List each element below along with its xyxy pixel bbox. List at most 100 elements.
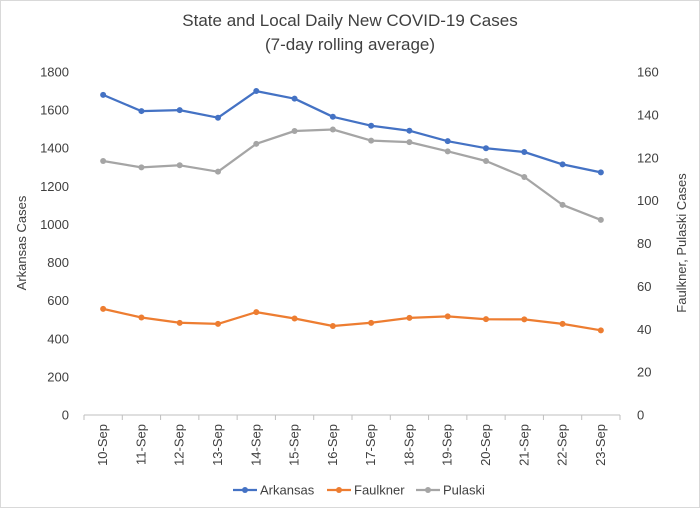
x-tick-label: 17-Sep	[363, 424, 378, 466]
data-point-arkansas	[559, 161, 566, 168]
y-left-tick-label: 0	[62, 408, 69, 423]
series-pulaski	[100, 126, 604, 223]
legend-label-arkansas: Arkansas	[260, 483, 315, 498]
y-axis-right-ticks: 0 20 40 60 80 100 120 140 160	[637, 65, 659, 423]
chart-title: State and Local Daily New COVID-19 Cases	[182, 11, 517, 30]
x-tick-label: 23-Sep	[593, 424, 608, 466]
data-point-pulaski	[176, 162, 183, 169]
data-point-faulkner	[176, 319, 183, 326]
x-tick-label: 20-Sep	[478, 424, 493, 466]
data-point-arkansas	[521, 149, 528, 156]
data-point-pulaski	[100, 157, 107, 164]
data-point-arkansas	[215, 114, 221, 121]
y-axis-left-label: Arkansas Cases	[14, 195, 29, 290]
data-point-faulkner	[559, 320, 566, 327]
y-right-tick-label: 100	[637, 193, 659, 208]
data-point-faulkner	[368, 319, 375, 326]
y-axis-right-label: Faulkner, Pulaski Cases	[674, 173, 689, 313]
data-point-arkansas	[138, 108, 145, 115]
legend-marker-arkansas	[242, 487, 248, 493]
y-right-tick-label: 120	[637, 150, 659, 165]
data-point-arkansas	[329, 113, 336, 120]
y-left-tick-label: 1400	[40, 141, 69, 156]
data-point-arkansas	[176, 107, 183, 114]
x-tick-label: 21-Sep	[516, 424, 531, 466]
data-point-faulkner	[253, 309, 260, 316]
data-point-arkansas	[483, 145, 489, 152]
data-point-faulkner	[406, 314, 413, 321]
data-point-pulaski	[483, 157, 489, 164]
x-axis-ticks: 10-Sep 11-Sep 12-Sep 13-Sep 14-Sep 15-Sep 16-S…	[83, 415, 621, 466]
data-point-arkansas	[368, 122, 375, 129]
x-tick-label: 18-Sep	[401, 424, 416, 466]
data-point-pulaski	[597, 216, 604, 223]
x-tick-label: 12-Sep	[172, 424, 187, 466]
series-line-faulkner	[102, 307, 602, 332]
data-point-pulaski	[253, 140, 260, 147]
data-point-arkansas	[406, 127, 413, 134]
legend-label-pulaski: Pulaski	[443, 483, 485, 498]
x-tick-label: 13-Sep	[210, 424, 225, 466]
data-point-faulkner	[521, 316, 528, 323]
series-line-pulaski	[102, 128, 602, 221]
series-faulkner	[100, 305, 604, 334]
data-point-pulaski	[559, 201, 566, 208]
data-point-arkansas	[444, 138, 451, 145]
y-left-tick-label: 800	[47, 255, 69, 270]
series-layer	[100, 88, 604, 334]
legend-item-pulaski: Pulaski	[416, 483, 485, 498]
y-right-tick-label: 160	[637, 65, 659, 80]
y-right-tick-label: 20	[637, 365, 651, 380]
y-left-tick-label: 1200	[40, 179, 69, 194]
data-point-arkansas	[253, 88, 260, 95]
legend-marker-faulkner	[336, 487, 342, 493]
x-tick-label: 10-Sep	[95, 424, 110, 466]
data-point-faulkner	[215, 320, 221, 327]
data-point-arkansas	[100, 91, 107, 98]
data-point-faulkner	[597, 327, 604, 334]
legend-label-faulkner: Faulkner	[354, 483, 405, 498]
x-tick-label: 16-Sep	[325, 424, 340, 466]
data-point-faulkner	[444, 313, 451, 320]
x-tick-label: 14-Sep	[248, 424, 263, 466]
legend-marker-pulaski	[425, 487, 431, 493]
x-tick-label: 19-Sep	[440, 424, 455, 466]
legend-item-arkansas: Arkansas	[233, 483, 315, 498]
y-left-tick-label: 1600	[40, 103, 69, 118]
y-left-tick-label: 400	[47, 331, 69, 346]
data-point-pulaski	[291, 127, 298, 134]
data-point-faulkner	[329, 323, 336, 330]
y-right-tick-label: 80	[637, 236, 651, 251]
y-right-tick-label: 0	[637, 408, 644, 423]
data-point-faulkner	[291, 315, 298, 322]
y-right-tick-label: 40	[637, 322, 651, 337]
x-tick-label: 15-Sep	[287, 424, 302, 466]
y-right-tick-label: 140	[637, 107, 659, 122]
series-line-arkansas	[102, 89, 602, 174]
data-point-pulaski	[368, 137, 375, 144]
data-point-pulaski	[444, 148, 451, 155]
y-left-tick-label: 600	[47, 293, 69, 308]
legend: Arkansas Faulkner Pulaski	[233, 483, 485, 498]
y-left-tick-label: 1000	[40, 217, 69, 232]
y-right-tick-label: 60	[637, 279, 651, 294]
legend-item-faulkner: Faulkner	[327, 483, 405, 498]
y-left-tick-label: 200	[47, 369, 69, 384]
data-point-faulkner	[483, 316, 489, 323]
y-left-tick-label: 1800	[40, 65, 69, 80]
x-tick-label: 11-Sep	[133, 424, 148, 465]
series-arkansas	[100, 88, 604, 176]
chart-subtitle: (7-day rolling average)	[265, 35, 435, 54]
data-point-pulaski	[138, 164, 145, 171]
data-point-faulkner	[100, 305, 107, 312]
data-point-arkansas	[291, 95, 298, 102]
data-point-pulaski	[406, 139, 413, 146]
x-tick-label: 22-Sep	[555, 424, 570, 466]
y-axis-left-ticks: 0 200 400 600 800 1000 1200 1400 1600 1800	[40, 65, 69, 423]
data-point-pulaski	[215, 168, 221, 175]
data-point-arkansas	[597, 169, 604, 176]
data-point-pulaski	[329, 126, 336, 133]
data-point-pulaski	[521, 174, 528, 181]
data-point-faulkner	[138, 314, 145, 321]
